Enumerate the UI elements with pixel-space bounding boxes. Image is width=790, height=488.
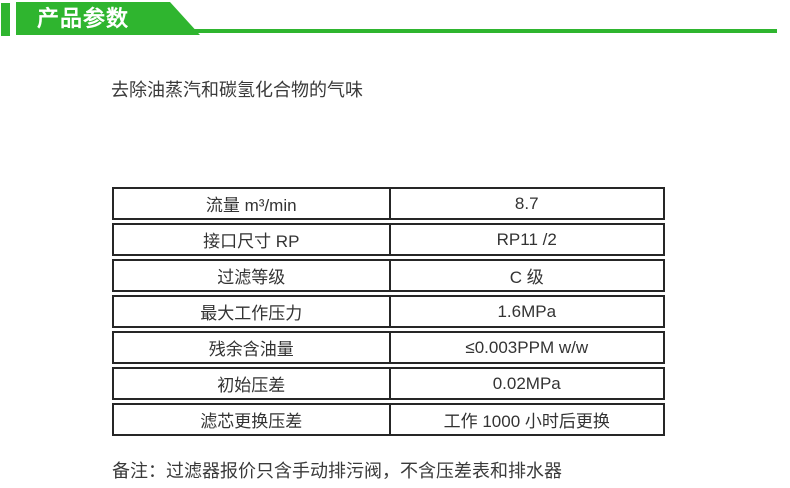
table-row: 流量 m³/min 8.7 (112, 187, 665, 220)
row-value: 工作 1000 小时后更换 (443, 412, 610, 431)
row-label: 滤芯更换压差 (114, 405, 391, 434)
table-row: 最大工作压力 1.6MPa (112, 295, 665, 328)
header-accent-bar (1, 3, 10, 36)
table-row: 过滤等级 C 级 (112, 259, 665, 292)
page-title: 产品参数 (37, 6, 130, 31)
table-row: 接口尺寸 RP RP11 /2 (112, 223, 665, 256)
header-banner: 产品参数 (16, 2, 200, 35)
row-value: RP11 /2 (496, 229, 557, 249)
row-value: 0.02MPa (492, 373, 561, 393)
table-row: 初始压差 0.02MPa (112, 367, 665, 400)
product-description: 去除油蒸汽和碳氢化合物的气味 (111, 80, 363, 100)
row-label: 流量 m³/min (114, 189, 391, 218)
note-text: 备注：过滤器报价只含手动排污阀，不含压差表和排水器 (112, 461, 562, 481)
row-label: 残余含油量 (114, 333, 391, 362)
row-value: C 级 (509, 268, 544, 287)
row-label: 最大工作压力 (114, 297, 391, 326)
row-value: ≤0.003PPM w/w (465, 337, 589, 357)
table-row: 残余含油量 ≤0.003PPM w/w (112, 331, 665, 364)
row-value: 8.7 (514, 193, 539, 213)
row-label: 过滤等级 (114, 261, 391, 290)
row-label: 初始压差 (114, 369, 391, 398)
table-row: 滤芯更换压差 工作 1000 小时后更换 (112, 403, 665, 436)
row-label: 接口尺寸 RP (114, 225, 391, 254)
header-divider-line (192, 29, 777, 33)
spec-table: 流量 m³/min 8.7 接口尺寸 RP RP11 /2 过滤等级 C 级 最… (112, 187, 665, 436)
row-value: 1.6MPa (497, 301, 557, 321)
